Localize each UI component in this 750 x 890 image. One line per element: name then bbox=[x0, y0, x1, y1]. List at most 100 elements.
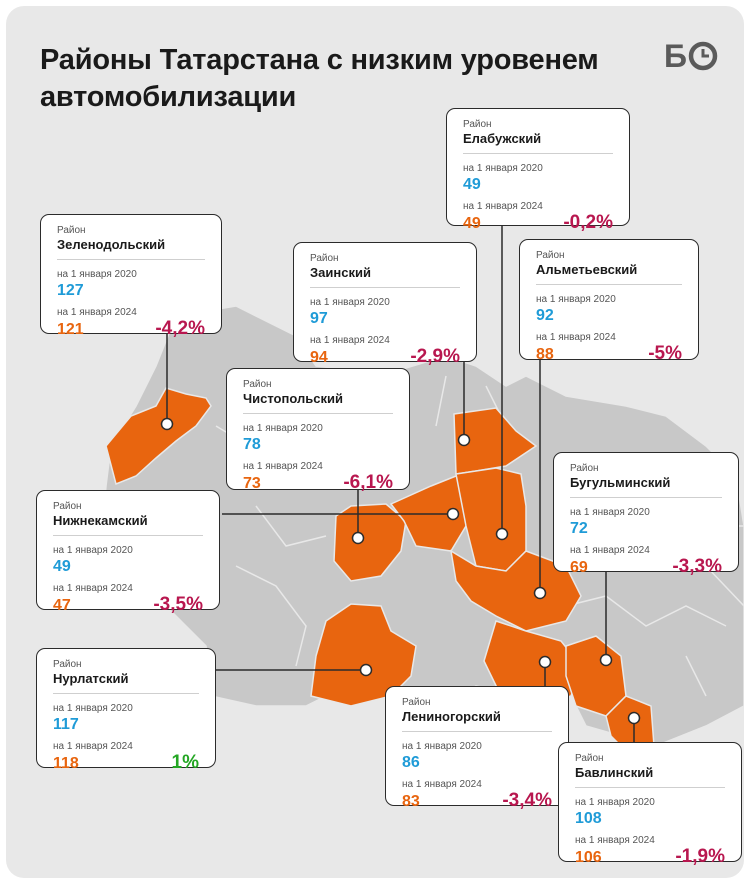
date-2020-label: на 1 января 2020 bbox=[402, 741, 482, 752]
card-caption: Район bbox=[570, 463, 599, 474]
value-2020: 49 bbox=[463, 176, 481, 193]
pin-bavlinsky bbox=[627, 711, 641, 725]
date-2024-label: на 1 января 2024 bbox=[53, 741, 133, 752]
card-caption: Район bbox=[463, 119, 492, 130]
change-percent: -2,9% bbox=[410, 346, 460, 367]
district-name: Альметьевский bbox=[536, 262, 682, 285]
pin-elabuzhsky bbox=[495, 527, 509, 541]
card-caption: Район bbox=[310, 253, 339, 264]
value-2024: 83 bbox=[402, 793, 420, 810]
card-caption: Район bbox=[57, 225, 86, 236]
date-2024-label: на 1 января 2024 bbox=[575, 835, 655, 846]
district-name: Зеленодольский bbox=[57, 237, 205, 260]
value-2020: 108 bbox=[575, 810, 602, 827]
card-chistopolsky: Район Чистопольский на 1 января 2020 78 … bbox=[226, 368, 410, 493]
change-percent: -6,1% bbox=[343, 472, 393, 493]
date-2024-label: на 1 января 2024 bbox=[463, 201, 543, 212]
region-zelenodolsky bbox=[105, 387, 212, 486]
date-2020-label: на 1 января 2020 bbox=[463, 163, 543, 174]
value-2024: 106 bbox=[575, 849, 602, 866]
card-bavlinsky: Район Бавлинский на 1 января 2020 108 на… bbox=[558, 742, 742, 867]
value-2024: 121 bbox=[57, 321, 84, 338]
value-2020: 117 bbox=[53, 716, 79, 733]
card-caption: Район bbox=[402, 697, 431, 708]
date-2020-label: на 1 января 2020 bbox=[243, 423, 323, 434]
change-percent: -1,9% bbox=[675, 846, 725, 867]
value-2024: 94 bbox=[310, 349, 328, 366]
district-name: Лениногорский bbox=[402, 709, 552, 732]
value-2024: 47 bbox=[53, 597, 71, 614]
value-2020: 97 bbox=[310, 310, 328, 327]
card-nizhnekamsky: Район Нижнекамский на 1 января 2020 49 н… bbox=[36, 490, 220, 615]
region-almetyevsky bbox=[449, 549, 582, 632]
date-2024-label: на 1 января 2024 bbox=[57, 307, 137, 318]
card-caption: Район bbox=[536, 250, 565, 261]
value-2024: 118 bbox=[53, 755, 79, 772]
card-bugulminsky: Район Бугульминский на 1 января 2020 72 … bbox=[553, 452, 739, 577]
card-zainsky: Район Заинский на 1 января 2020 97 на 1 … bbox=[293, 242, 477, 367]
infographic: Районы Татарстана с низким уровенем авто… bbox=[6, 6, 744, 878]
pin-nizhnekamsky bbox=[446, 507, 460, 521]
value-2024: 49 bbox=[463, 215, 481, 232]
value-2020: 86 bbox=[402, 754, 420, 771]
pin-bugulminsky bbox=[599, 653, 613, 667]
district-name: Заинский bbox=[310, 265, 460, 288]
card-caption: Район bbox=[243, 379, 272, 390]
region-nurlatsky bbox=[310, 603, 417, 707]
value-2020: 49 bbox=[53, 558, 71, 575]
district-name: Елабужский bbox=[463, 131, 613, 154]
pin-nurlatsky bbox=[359, 663, 373, 677]
date-2020-label: на 1 января 2020 bbox=[53, 545, 133, 556]
region-chistopolsky bbox=[333, 503, 407, 582]
change-percent: -3,5% bbox=[153, 594, 203, 615]
change-percent: -3,4% bbox=[502, 790, 552, 811]
card-zelenodolsky: Район Зеленодольский на 1 января 2020 12… bbox=[40, 214, 222, 339]
pin-almetyevsky bbox=[533, 586, 547, 600]
card-elabuzhsky: Район Елабужский на 1 января 2020 49 на … bbox=[446, 108, 630, 233]
pin-leninogorsky bbox=[538, 655, 552, 669]
value-2020: 127 bbox=[57, 282, 84, 299]
date-2020-label: на 1 января 2020 bbox=[570, 507, 650, 518]
pin-zainsky bbox=[457, 433, 471, 447]
value-2020: 92 bbox=[536, 307, 554, 324]
date-2020-label: на 1 января 2020 bbox=[310, 297, 390, 308]
date-2020-label: на 1 января 2020 bbox=[575, 797, 655, 808]
district-name: Чистопольский bbox=[243, 391, 393, 414]
date-2024-label: на 1 января 2024 bbox=[570, 545, 650, 556]
district-name: Бавлинский bbox=[575, 765, 725, 788]
value-2020: 72 bbox=[570, 520, 588, 537]
change-percent: -4,2% bbox=[155, 318, 205, 339]
district-name: Нижнекамский bbox=[53, 513, 203, 536]
date-2020-label: на 1 января 2020 bbox=[53, 703, 133, 714]
logo-clock-ring bbox=[688, 41, 718, 71]
card-nurlatsky: Район Нурлатский на 1 января 2020 117 на… bbox=[36, 648, 216, 773]
change-percent: -5% bbox=[648, 343, 682, 364]
value-2024: 73 bbox=[243, 475, 261, 492]
bo-logo: Б bbox=[664, 38, 718, 74]
date-2020-label: на 1 января 2020 bbox=[57, 269, 137, 280]
date-2020-label: на 1 января 2020 bbox=[536, 294, 616, 305]
date-2024-label: на 1 января 2024 bbox=[243, 461, 323, 472]
pin-zelenodolsky bbox=[160, 417, 174, 431]
change-percent: -0,2% bbox=[563, 212, 613, 233]
change-percent: -3,3% bbox=[672, 556, 722, 577]
value-2020: 78 bbox=[243, 436, 261, 453]
date-2024-label: на 1 января 2024 bbox=[310, 335, 390, 346]
pin-chistopolsky bbox=[351, 531, 365, 545]
card-almetyevsky: Район Альметьевский на 1 января 2020 92 … bbox=[519, 239, 699, 364]
logo-letter-b: Б bbox=[664, 38, 687, 74]
district-name: Нурлатский bbox=[53, 671, 199, 694]
card-leninogorsky: Район Лениногорский на 1 января 2020 86 … bbox=[385, 686, 569, 811]
change-percent: 1% bbox=[171, 752, 199, 773]
card-caption: Район bbox=[53, 501, 82, 512]
value-2024: 88 bbox=[536, 346, 554, 363]
date-2024-label: на 1 января 2024 bbox=[536, 332, 616, 343]
value-2024: 69 bbox=[570, 559, 588, 576]
date-2024-label: на 1 января 2024 bbox=[53, 583, 133, 594]
clock-icon bbox=[701, 49, 709, 58]
card-caption: Район bbox=[53, 659, 82, 670]
card-caption: Район bbox=[575, 753, 604, 764]
page-title: Районы Татарстана с низким уровенем авто… bbox=[40, 44, 599, 113]
district-name: Бугульминский bbox=[570, 475, 722, 498]
date-2024-label: на 1 января 2024 bbox=[402, 779, 482, 790]
